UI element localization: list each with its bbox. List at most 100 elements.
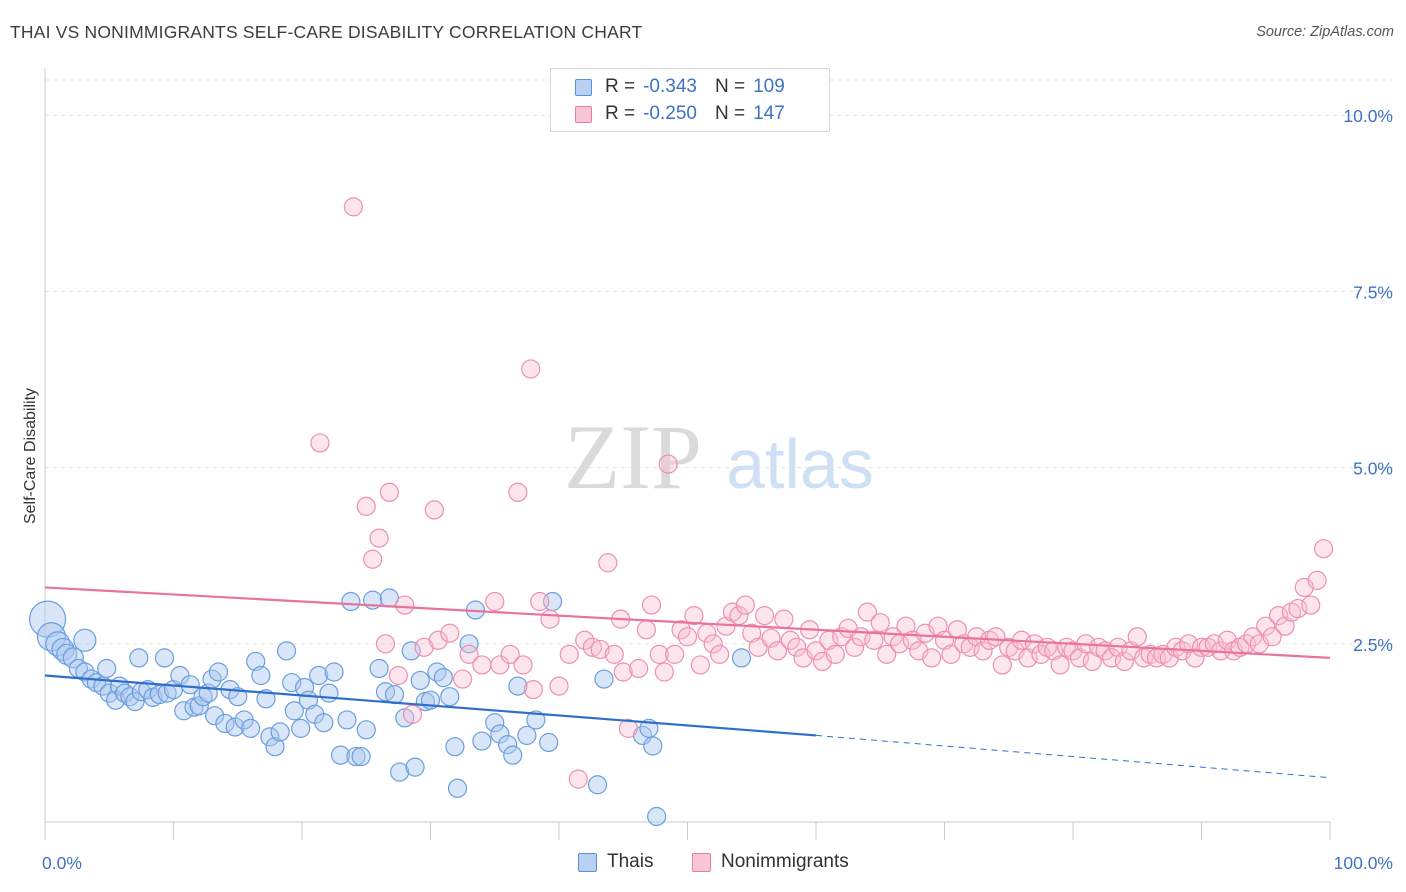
nonimmigrant-point xyxy=(1185,648,1205,668)
thais-point xyxy=(56,643,78,665)
legend-item-nonimmigrants[interactable]: Nonimmigrants xyxy=(692,851,849,873)
n-value-nonimmigrants: 147 xyxy=(753,103,785,124)
nonimmigrant-point xyxy=(735,595,755,615)
thais-point xyxy=(260,727,280,747)
thais-point xyxy=(330,745,351,765)
nonimmigrant-point xyxy=(742,623,762,643)
nonimmigrant-point xyxy=(472,655,492,675)
nonimmigrant-point xyxy=(453,669,473,689)
thais-point xyxy=(282,672,302,693)
thais-point xyxy=(643,736,663,756)
thais-point xyxy=(265,737,285,757)
thais-point xyxy=(445,737,465,757)
thais-point xyxy=(369,658,389,679)
thais-point xyxy=(97,658,117,679)
thais-trend-line xyxy=(44,674,817,737)
nonimmigrant-point xyxy=(369,528,389,548)
nonimmigrant-point xyxy=(629,658,649,679)
thais-point xyxy=(246,651,266,672)
nonimmigrant-point xyxy=(613,662,633,682)
nonimmigrant-point xyxy=(485,591,505,612)
thais-point xyxy=(215,713,235,734)
thais-swatch xyxy=(575,78,592,96)
nonimmigrant-point xyxy=(568,769,588,789)
thais-point xyxy=(356,720,376,740)
thais-point xyxy=(284,701,304,721)
thais-trend-extension xyxy=(815,734,1331,779)
y-tick-label: 7.5% xyxy=(1353,282,1393,302)
thais-point xyxy=(647,806,667,827)
nonimmigrant-point xyxy=(375,634,396,654)
nonimmigrant-point xyxy=(363,549,383,569)
legend-item-thais[interactable]: Thais xyxy=(578,851,653,873)
nonimmigrant-point xyxy=(1301,595,1321,615)
nonimmigrant-point xyxy=(665,644,685,664)
nonimmigrant-point xyxy=(767,641,788,661)
legend-row-nonimmigrants: R = -0.250 N = 147 xyxy=(575,102,785,126)
nonimmigrant-point xyxy=(598,553,618,573)
source-label: Source: ZipAtlas.com xyxy=(1256,24,1394,40)
r-label: R = xyxy=(605,76,636,97)
thais-point xyxy=(129,648,149,668)
thais-point xyxy=(498,734,518,755)
nonimmigrant-point xyxy=(604,644,624,664)
thais-point xyxy=(270,722,290,742)
series-legend: Thais Nonimmigrants xyxy=(0,851,1406,877)
nonimmigrant-point xyxy=(521,359,541,379)
nonimmigrant-point xyxy=(424,500,444,520)
gridlines xyxy=(45,79,1395,645)
nonimmigrant-point xyxy=(636,620,656,640)
y-tick-label: 10.0% xyxy=(1343,106,1393,126)
nonimmigrant-point xyxy=(395,595,415,615)
x-tick-label: 0.0% xyxy=(42,853,82,873)
nonimmigrant-point xyxy=(774,609,794,629)
nonimmigrant-point xyxy=(641,595,662,615)
thais-point xyxy=(251,665,271,686)
nonimmigrant-point xyxy=(1082,651,1102,672)
nonimmigrant-point xyxy=(658,454,678,474)
thais-point xyxy=(314,713,334,733)
nonimmigrant-point xyxy=(402,704,423,724)
nonimmigrant-point xyxy=(761,628,781,648)
chart-title: THAI VS NONIMMIGRANTS SELF-CARE DISABILI… xyxy=(10,22,643,42)
y-tick-label: 2.5% xyxy=(1353,635,1393,655)
r-label: R = xyxy=(605,103,636,124)
thais-point xyxy=(539,732,559,753)
nonimmigrant-point xyxy=(992,655,1012,675)
nonimmigrant-point xyxy=(590,639,610,660)
nonimmigrant-point xyxy=(1275,616,1295,636)
thais-point xyxy=(324,662,344,682)
nonimmigrants-legend-swatch xyxy=(692,852,711,872)
thais-point xyxy=(309,665,329,686)
n-label: N = xyxy=(714,76,746,97)
thais-point xyxy=(276,641,297,661)
watermark-atlas: atlas xyxy=(726,425,874,503)
nonimmigrant-point xyxy=(490,655,510,675)
y-tick-label: 5.0% xyxy=(1353,459,1393,479)
y-axis-label: Self-Care Disability xyxy=(22,388,39,524)
n-label: N = xyxy=(714,103,746,124)
nonimmigrant-point xyxy=(356,496,376,516)
axes xyxy=(44,68,1331,840)
nonimmigrant-point xyxy=(1313,539,1334,559)
nonimmigrant-point xyxy=(1050,655,1070,675)
nonimmigrant-point xyxy=(1127,627,1147,647)
nonimmigrant-point xyxy=(649,644,669,664)
nonimmigrant-point xyxy=(459,644,479,664)
thais-point xyxy=(731,648,752,668)
thais-point xyxy=(62,647,84,669)
nonimmigrant-point xyxy=(947,620,967,640)
nonimmigrant-point xyxy=(379,482,399,502)
nonimmigrant-point xyxy=(523,680,543,700)
nonimmigrant-point xyxy=(1307,570,1327,590)
nonimmigrant-point xyxy=(508,482,528,502)
nonimmigrant-point xyxy=(500,644,520,664)
correlation-legend: R = -0.343 N = 109 R = -0.250 N = 147 xyxy=(550,68,830,132)
nonimmigrant-point xyxy=(844,637,865,657)
nonimmigrant-point xyxy=(941,644,961,664)
thais-point xyxy=(503,745,523,765)
nonimmigrant-point xyxy=(513,655,533,675)
nonimmigrant-point xyxy=(549,676,569,696)
thais-point xyxy=(594,669,614,689)
